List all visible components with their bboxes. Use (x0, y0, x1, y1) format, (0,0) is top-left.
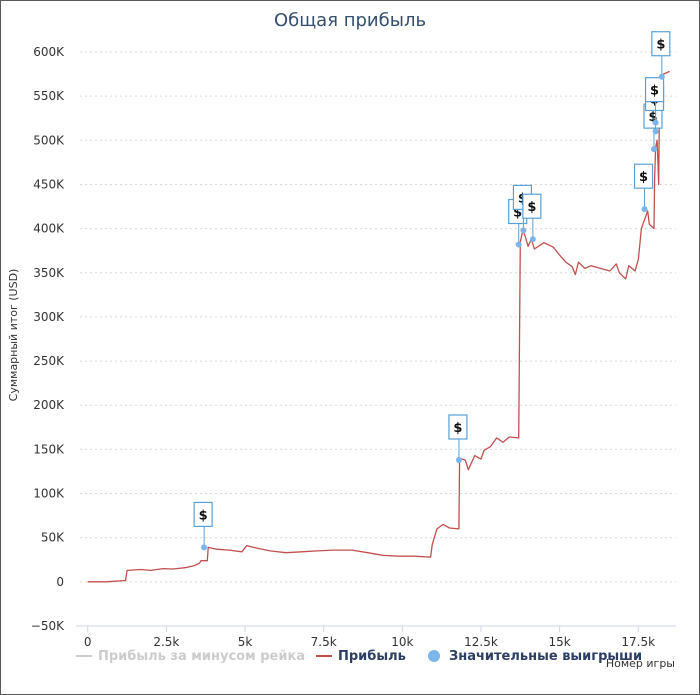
y-tick-label: 300K (33, 310, 65, 324)
y-tick-label: 450K (33, 177, 65, 191)
y-tick-label: 150K (33, 442, 65, 456)
y-axis-label: Суммарный итог (USD) (7, 269, 20, 402)
notable-win-point (658, 73, 665, 80)
notable-win-label: $ (527, 200, 536, 215)
x-tick-label: 10k (391, 635, 413, 649)
series-layer (87, 70, 670, 583)
notable-win-label: $ (656, 38, 665, 53)
x-tick-label: 5k (238, 635, 253, 649)
legend-symbol-notable-wins (428, 650, 440, 662)
notable-win-label: $ (639, 170, 648, 185)
notable-win-point (652, 119, 659, 126)
notable-win-label: $ (453, 421, 462, 436)
notable-win-flag (522, 193, 542, 219)
notable-win-flag (644, 77, 665, 103)
notable-win-point (201, 544, 208, 551)
y-tick-label: 250K (33, 354, 65, 368)
grid (80, 51, 676, 627)
notable-win-point (455, 456, 462, 463)
y-tick-label: 550K (33, 89, 65, 103)
notable-win-flag (193, 501, 213, 528)
y-tick-label: 500K (33, 133, 65, 147)
x-tick-label: 0 (84, 635, 92, 649)
notable-win-label: $ (648, 110, 657, 125)
profit-series-line (87, 70, 670, 583)
notable-win-point (515, 241, 522, 248)
notable-win-point (652, 128, 659, 135)
notable-win-point (520, 227, 527, 234)
notable-win-point (641, 206, 648, 213)
x-tick-label: 15k (548, 635, 570, 649)
notable-win-flag (651, 31, 671, 57)
chart-title: Общая прибыль (274, 10, 426, 31)
legend-item-profit: Прибыль (338, 649, 406, 664)
x-tick-label: 12.5k (464, 635, 498, 649)
legend-item-net-profit: Прибыль за минусом рейка (98, 649, 305, 664)
y-tick-label: 0 (56, 575, 64, 589)
y-tick-label: 350K (33, 266, 65, 280)
x-tick-label: 17.5k (621, 635, 655, 649)
notable-win-label: $ (650, 84, 659, 99)
y-tick-label: 200K (33, 398, 65, 412)
y-tick-label: 600K (33, 45, 65, 59)
axes: −50K 0 50K 100K 150K 200K 250K 300K 350K 400K 450K… (31, 45, 676, 649)
notable-win-label: $ (513, 206, 522, 221)
y-tick-label: 100K (33, 487, 65, 501)
x-tick-label: 7.5k (311, 635, 337, 649)
notable-win-label: $ (199, 508, 208, 523)
x-axis-label: Номер игры (606, 657, 675, 670)
notable-win-point (650, 146, 657, 153)
legend: Прибыль за минусом рейка Прибыль Значитель… (76, 649, 642, 664)
notable-wins-layer: $$$$$$$$$$ (193, 31, 671, 551)
notable-win-flag (633, 163, 654, 189)
notable-win-point (529, 236, 536, 243)
y-tick-label: 50K (41, 531, 65, 545)
legend-item-notable-wins: Значительные выигрыши (449, 649, 642, 664)
x-tick-label: 2.5k (153, 635, 179, 649)
notable-win-flag (448, 414, 468, 440)
y-tick-label: 400K (33, 222, 65, 236)
y-tick-label: −50K (31, 619, 65, 633)
